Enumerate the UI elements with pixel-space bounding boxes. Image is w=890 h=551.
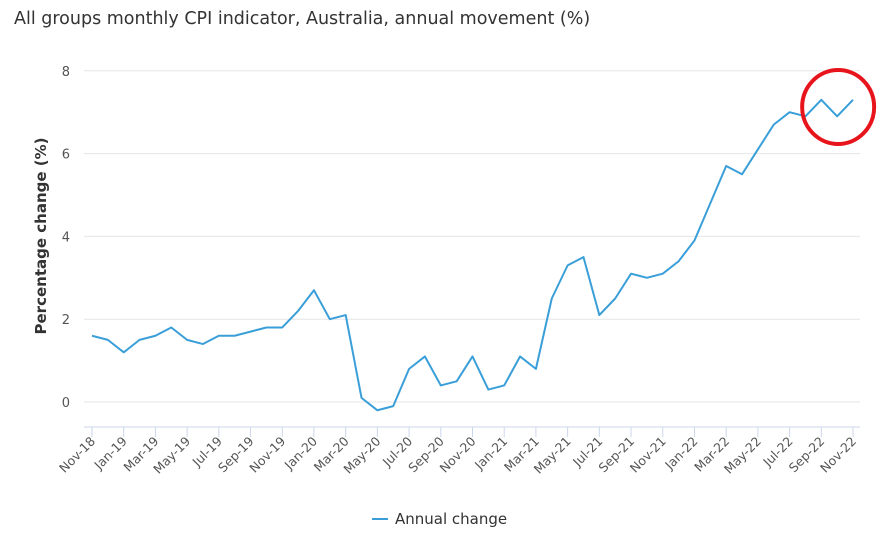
x-tick-label: Nov-22 — [817, 434, 859, 476]
x-tick-label: Nov-18 — [56, 433, 98, 475]
x-tick-label: Nov-19 — [246, 433, 288, 475]
y-tick-label: 2 — [62, 313, 70, 328]
y-tick-label: 6 — [62, 148, 70, 163]
y-tick-label: 0 — [62, 396, 70, 411]
x-tick-label: Nov-21 — [627, 434, 669, 476]
legend-label: Annual change — [395, 510, 508, 528]
series-line-annual-change — [91, 98, 854, 412]
y-axis-title: Percentage change (%) — [32, 138, 50, 335]
legend-swatch — [372, 518, 388, 520]
chart-title: All groups monthly CPI indicator, Austra… — [14, 9, 591, 29]
highlight-circle — [800, 68, 877, 146]
x-tick-label: Nov-20 — [437, 433, 479, 475]
legend-item-annual-change[interactable]: Annual change — [372, 510, 507, 528]
y-tick-label: 8 — [62, 65, 70, 80]
y-tick-label: 4 — [62, 230, 70, 245]
